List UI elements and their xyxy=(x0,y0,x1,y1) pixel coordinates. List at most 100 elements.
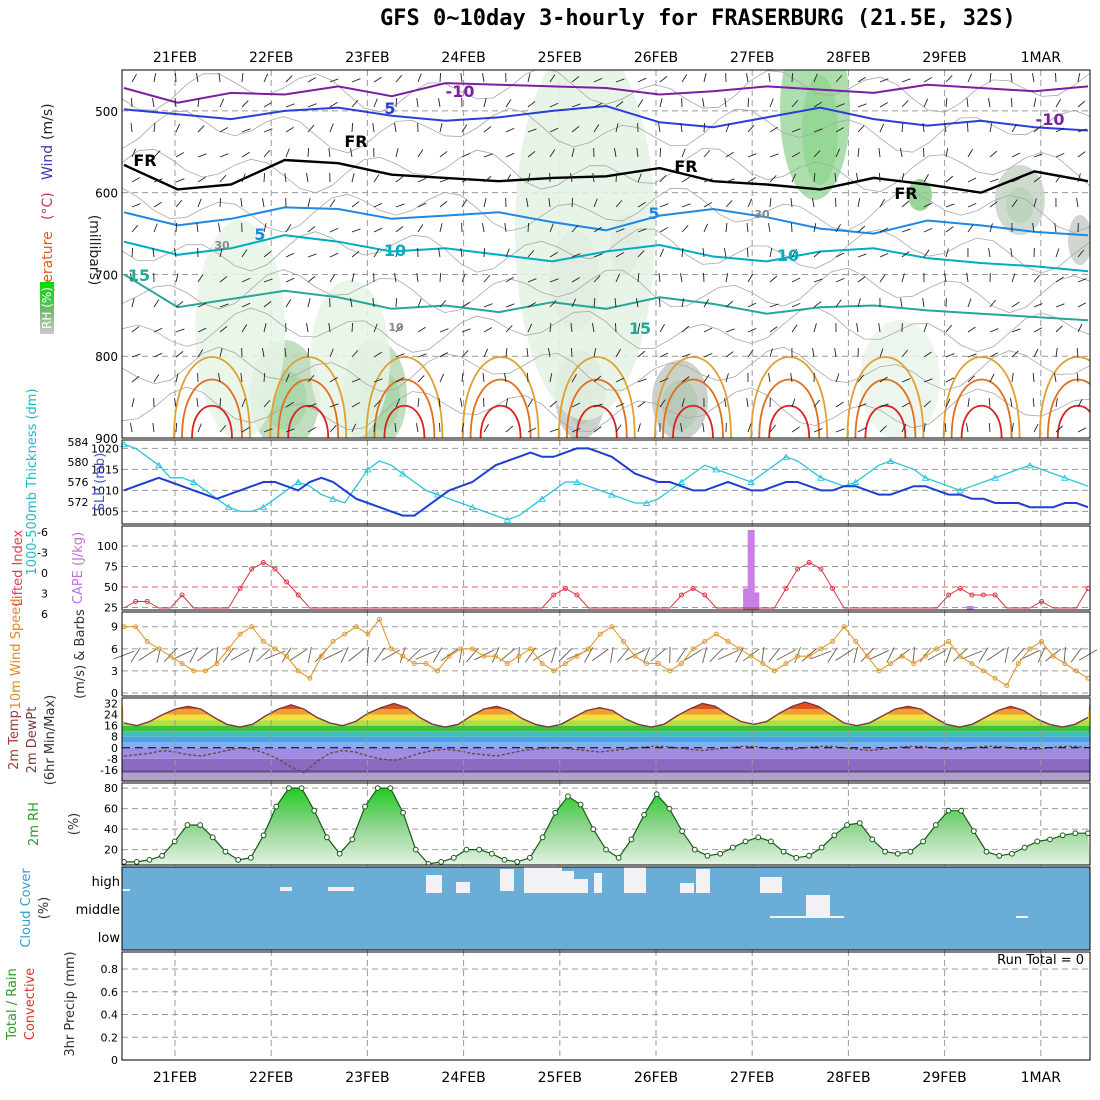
wind-barb xyxy=(967,353,977,358)
wind-barb xyxy=(725,373,729,383)
wind-speed-point xyxy=(864,653,870,659)
date-label-bottom: 23FEB xyxy=(345,1070,389,1086)
date-label-top: 28FEB xyxy=(826,50,870,66)
wind-speed-point xyxy=(853,638,859,644)
wind-barb xyxy=(175,199,183,208)
lifted-index-point xyxy=(284,579,290,585)
wind-barb xyxy=(350,148,353,158)
cape-bar xyxy=(747,530,755,610)
cloud-level-label: high xyxy=(92,875,120,890)
wind-barb-10m xyxy=(532,649,552,661)
rh-point xyxy=(514,859,521,865)
wind-barb xyxy=(1011,373,1014,383)
wind-barb xyxy=(813,323,817,333)
wind-barb-10m xyxy=(919,647,932,663)
wind-barb xyxy=(548,198,551,208)
wind-barb xyxy=(901,349,909,358)
wind-barb xyxy=(197,125,205,133)
wind-barb xyxy=(350,298,353,308)
wind-barb xyxy=(747,302,757,308)
wind-barb xyxy=(769,98,774,108)
wind-speed-point xyxy=(737,646,743,652)
wind-barb xyxy=(219,98,225,108)
wind-barb xyxy=(175,422,178,433)
cape-bar xyxy=(966,606,974,610)
wind-barb xyxy=(153,201,162,208)
wind-barb-10m xyxy=(927,649,947,661)
rh-point xyxy=(374,785,381,792)
wind-barb xyxy=(746,223,749,233)
wind-barb xyxy=(417,326,426,333)
wind-barb xyxy=(1033,303,1043,308)
wind-barb xyxy=(813,173,816,183)
wind-speed-point xyxy=(829,638,835,644)
wind-barb xyxy=(527,302,537,308)
thickness-marker xyxy=(538,495,546,502)
wind-barb xyxy=(571,224,579,233)
wind-barb xyxy=(197,153,207,158)
wind-barb xyxy=(769,424,777,433)
wind-barb xyxy=(1011,177,1021,183)
lifted-index-point xyxy=(678,592,684,598)
wind-barb xyxy=(241,73,244,83)
rh-point xyxy=(362,803,368,810)
lifted-index-point xyxy=(783,586,789,591)
wind-barb xyxy=(1077,73,1081,83)
wind-barb-10m xyxy=(440,648,458,662)
rh-point xyxy=(526,854,533,861)
wind-barb xyxy=(373,400,381,408)
wind-barb xyxy=(175,351,184,358)
wind-barb xyxy=(153,299,160,308)
low-level-isotherm xyxy=(846,356,925,438)
wind-barb xyxy=(483,327,493,333)
rh-point xyxy=(311,807,318,814)
wind-speed-point xyxy=(795,653,801,659)
wind-barb xyxy=(549,251,558,258)
wind-barb xyxy=(285,126,294,133)
wind-speed-point xyxy=(609,624,615,630)
rh-point xyxy=(146,856,153,863)
wind-barb xyxy=(461,373,464,383)
wind-barb xyxy=(835,148,841,158)
cape-tick-label: 50 xyxy=(104,581,118,594)
rh-point xyxy=(1072,830,1079,837)
wind-barb xyxy=(725,273,729,283)
wind-speed-point xyxy=(946,638,952,644)
wind-barb xyxy=(570,323,573,333)
wind-speed-point xyxy=(806,653,812,659)
temperature-ylabel: 2m DewPt xyxy=(25,707,40,774)
rh-tick-label: 20 xyxy=(104,844,118,857)
wind-barb xyxy=(131,298,135,308)
temperature-band xyxy=(122,758,1090,770)
rh-point xyxy=(285,785,292,792)
wind-speed-point xyxy=(899,653,905,659)
wind-barb xyxy=(615,228,625,233)
pressure-tick-label: 600 xyxy=(95,187,118,201)
wind-barb xyxy=(461,328,471,333)
thickness-marker xyxy=(1026,461,1034,469)
wind-barb xyxy=(241,302,251,308)
wind-barb xyxy=(923,98,929,108)
wind-barb xyxy=(747,177,757,183)
temperature-band-group xyxy=(122,698,1090,781)
cloud-clear-patch xyxy=(1016,916,1028,918)
precip-tick-label: 0.2 xyxy=(101,1031,119,1044)
low-level-isotherm xyxy=(479,404,522,438)
wind-barb xyxy=(571,347,573,358)
li-tick-label: -6 xyxy=(37,526,48,539)
lifted-index-line xyxy=(123,561,1089,609)
rh-point xyxy=(755,834,762,841)
thickness-marker xyxy=(747,478,755,485)
wind-barb xyxy=(285,103,295,108)
wind-barb xyxy=(571,374,577,383)
wind-barb xyxy=(351,228,361,233)
wind-speed-point xyxy=(214,661,220,667)
wind-barb xyxy=(1077,100,1086,108)
wind-barb xyxy=(219,424,227,433)
lifted-index-point xyxy=(133,599,139,604)
wind-barb-10m xyxy=(650,648,666,662)
wind-barb-10m xyxy=(399,647,406,663)
rh-point xyxy=(425,861,432,865)
wind-barb xyxy=(306,173,309,183)
